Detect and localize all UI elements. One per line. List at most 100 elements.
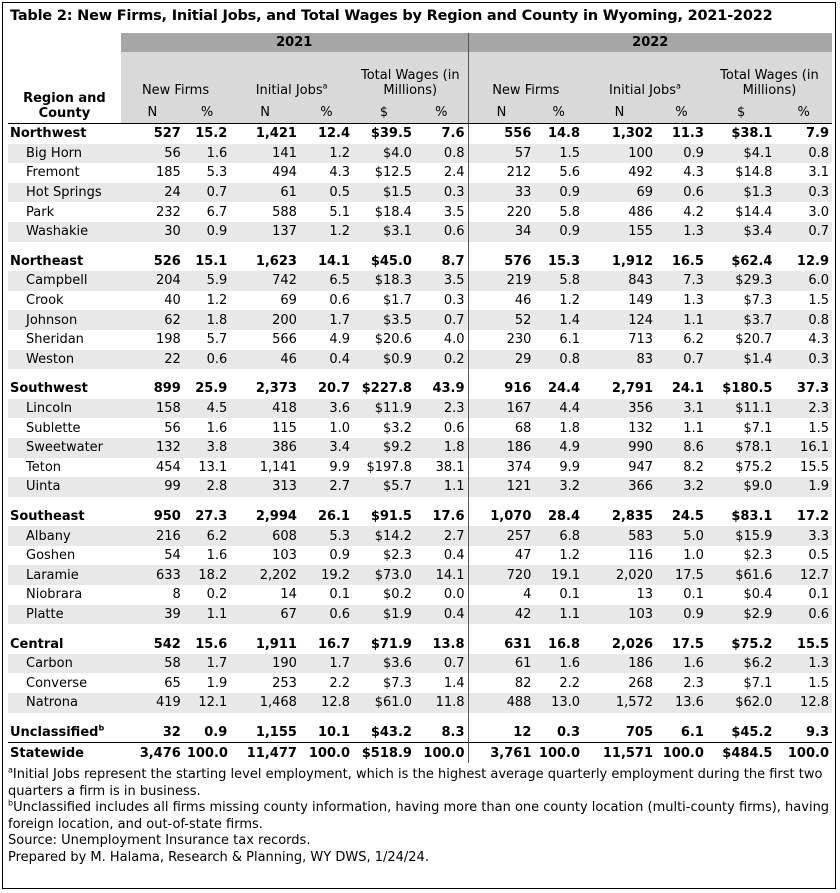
cell-y2021-4: $11.9 [353,398,415,419]
spacer-cell [775,497,832,507]
cell-y2021-3: 2.7 [299,477,354,497]
spacer-cell [121,497,184,507]
cell-y2022-3: 1.1 [683,420,704,436]
county-name: Lincoln [8,398,121,419]
cell-y2022-0: 3,761 [467,742,535,764]
cell-y2022-1: 9.9 [559,459,581,475]
cell-y2022-1: 1.2 [559,293,581,309]
cell-y2021-4: $3.1 [353,221,415,242]
county-name: Albany [8,526,121,546]
cell-y2022-5: 3.1 [808,165,829,181]
spacer-cell [121,242,184,252]
spacer-cell [775,624,832,634]
spacer-cell [184,624,230,634]
cell-y2021-1: 0.2 [206,587,228,603]
cell-y2022-1: 1.8 [559,420,581,436]
cell-y2021-4: $197.8 [366,459,412,475]
cell-y2021-3: 20.7 [317,381,351,397]
row-label: Teton [26,459,62,475]
cell-y2022-4: $4.1 [706,143,776,164]
row-label: Northeast [10,253,84,269]
cell-y2022-2: 116 [628,548,654,564]
county-name: Niobrara [8,585,121,605]
cell-y2021-4: $1.5 [353,182,415,203]
cell-y2022-1: 5.6 [559,165,581,181]
table-row: Sheridan 198 5.7 566 4.9 $20.6 4.0 230 6.1 713 6.2… [8,329,832,350]
cell-y2022-5: 0.7 [775,221,832,242]
cell-y2022-3: 3.2 [656,477,707,497]
cell-y2022-5: 0.3 [775,349,832,370]
cell-y2022-5: 2.3 [775,398,832,419]
region-name: Unclassifiedb [8,723,121,743]
cell-y2022-4: $6.2 [706,653,776,674]
cell-y2022-1: 28.4 [547,508,581,524]
table-row: Johnson 62 1.8 200 1.7 $3.5 0.7 52 1.4 124 1.1 $3.7… [8,310,832,330]
cell-y2021-3: 10.1 [317,724,351,740]
cell-y2021-0: 185 [156,165,181,181]
cell-y2022-1: 15.3 [547,253,581,269]
cell-y2021-0: 65 [164,675,181,691]
region-name: Statewide [8,742,121,764]
cell-y2022-5: 12.8 [775,693,832,713]
cell-y2021-0: 32 [162,724,181,740]
county-name: Laramie [8,565,121,586]
cell-y2021-5: 0.6 [414,221,469,242]
cell-y2022-4: $180.5 [722,381,773,397]
cell-y2021-5: 2.4 [443,165,465,181]
cell-y2022-4: $15.9 [706,526,776,546]
cell-y2021-0: 232 [156,204,181,220]
cell-y2022-1: 1.1 [534,604,584,625]
cell-y2021-2: 608 [230,526,300,546]
cell-y2021-3: 12.4 [299,122,354,144]
cell-y2021-5: 2.3 [414,398,469,419]
cell-y2021-3: 5.3 [299,526,354,546]
row-label: Crook [26,293,64,309]
row-label: Washakie [26,224,89,240]
spacer-cell [467,241,535,252]
cell-y2021-0: 527 [120,122,184,144]
spacer-cell [656,242,707,252]
cell-y2022-3: 13.6 [656,693,707,713]
spacer-cell [707,624,776,634]
row-label: Johnson [26,312,78,328]
cell-y2022-1: 5.8 [559,204,581,220]
table-row: Carbon 58 1.7 190 1.7 $3.6 0.7 61 1.6 186 1.6 $6.2 1… [8,653,832,674]
cell-y2021-5: 4.0 [443,332,465,348]
cell-y2021-5: 0.2 [414,349,469,370]
county-name: Campbell [8,271,121,291]
cell-y2021-2: 137 [230,221,300,242]
row-label: Big Horn [26,145,82,161]
cell-y2021-2: 1,141 [259,459,297,475]
cell-y2022-4: $7.1 [743,420,773,436]
spacer-cell [230,369,300,379]
cell-y2022-2: 486 [628,204,654,220]
cell-y2022-2: 103 [583,604,657,625]
table-row: Niobrara 8 0.2 14 0.1 $0.2 0.0 4 0.1 13 0.1 $0.4 0.1 [8,585,832,605]
table-row: Washakie 30 0.9 137 1.2 $3.1 0.6 34 0.9 155 1.3 $3.… [8,221,832,242]
cell-y2022-4: $61.6 [706,565,776,586]
cell-y2021-3: 0.9 [329,548,351,564]
spacer-cell [656,624,707,634]
cell-y2022-4: $75.2 [731,636,773,652]
table-row: Park 232 6.7 588 5.1 $18.4 3.5 220 5.8 486 4.2 $14.… [8,202,832,222]
cell-y2022-5: 1.3 [775,653,832,674]
spacer-row [8,712,832,723]
spacer-cell [534,624,583,634]
cell-y2021-0: 633 [120,565,184,586]
cell-y2022-0: 34 [467,221,535,242]
cell-y2021-2: 1,155 [255,724,297,740]
row-label: Niobrara [26,587,83,603]
group-initial-jobs-2021: Initial Jobsa [230,52,354,101]
county-name: Teton [8,458,121,478]
cell-y2021-5: 43.9 [432,381,465,397]
row-label: Carbon [26,656,73,672]
cell-y2021-3: 0.6 [329,293,351,309]
spacer-cell [184,497,230,507]
spacer-cell [467,496,535,507]
cell-y2022-5: 17.2 [796,508,829,524]
cell-y2021-3: 0.1 [329,587,351,603]
cell-y2022-2: 1,302 [583,122,657,144]
cell-y2021-3: 1.2 [299,221,354,242]
table-row: Central 542 15.6 1,911 16.7 $71.9 13.8 631 16.8 2… [8,634,832,654]
county-name: Park [8,202,121,222]
